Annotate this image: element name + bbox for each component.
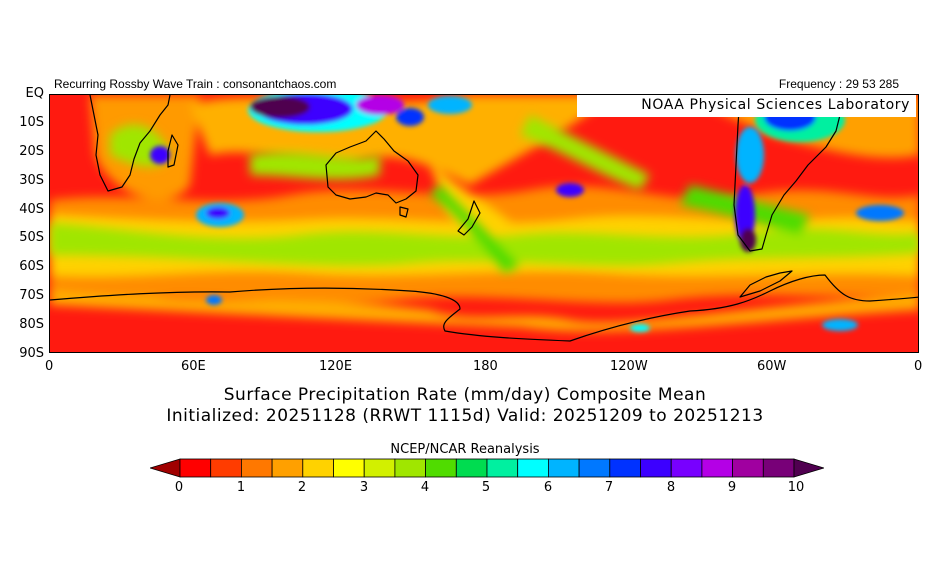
colorbar-label-3: 3 [359,480,369,495]
lat-tick-20s: 20S [19,144,44,159]
lat-tick-10s: 10S [19,115,44,130]
australia-coast [325,130,419,204]
south-america-coast [733,95,843,252]
colorbar-label-0: 0 [174,480,184,495]
colorbar-swatch [578,458,611,478]
lat-tick-30s: 30S [19,173,44,188]
colorbar-swatch [609,458,641,478]
lat-tick-70s: 70S [19,288,44,303]
lat-tick-eq: EQ [25,86,44,101]
africa-coast [89,95,171,192]
antarctic-peninsula-coast [739,270,793,298]
lon-tick-0-right: 0 [914,359,923,374]
madagascar-coast [167,134,179,168]
colorbar-swatch [670,458,703,478]
lon-tick-60e: 60E [181,359,206,374]
lon-tick-0-left: 0 [45,359,54,374]
reanalysis-source: NCEP/NCAR Reanalysis [390,442,540,457]
header-frequency-text: Frequency : 29 53 285 [778,77,899,91]
colorbar-swatch [455,458,488,478]
lon-tick-180: 180 [473,359,498,374]
lon-tick-60w: 60W [757,359,787,374]
colorbar-swatch [732,458,764,478]
map-subtitle: Initialized: 20251128 (RRWT 1115d) Valid… [166,406,764,426]
lon-tick-120w: 120W [610,359,648,374]
colorbar-high-arrow [793,458,824,478]
coastlines [50,95,918,342]
colorbar-swatch [517,458,549,478]
colorbar-label-4: 4 [420,480,430,495]
colorbar-label-1: 1 [236,480,246,495]
colorbar-swatch [547,458,580,478]
colorbar-swatch [425,458,457,478]
colorbar-cells [150,458,824,478]
colorbar-swatch [394,458,426,478]
tasmania-coast [399,206,409,218]
wet-rain-bands [50,115,918,273]
colorbar-swatch [363,458,396,478]
lat-tick-80s: 80S [19,317,44,332]
colorbar-low-arrow [150,458,181,478]
lat-tick-60s: 60S [19,259,44,274]
colorbar-swatch [333,458,365,478]
colorbar [150,458,824,478]
colorbar-swatch [179,458,212,478]
colorbar-label-9: 9 [727,480,737,495]
colorbar-swatch [762,458,795,478]
precipitation-field [50,95,918,352]
lon-tick-120e: 120E [319,359,353,374]
map-title: Surface Precipitation Rate (mm/day) Comp… [223,385,707,405]
lat-tick-50s: 50S [19,230,44,245]
colorbar-swatch [241,458,273,478]
precipitation-map [49,94,919,353]
header-source-text: Recurring Rossby Wave Train : consonantc… [54,77,337,91]
colorbar-label-10: 10 [787,480,805,495]
noaa-credit-label: NOAA Physical Sciences Laboratory [577,95,916,117]
colorbar-label-2: 2 [297,480,307,495]
colorbar-label-8: 8 [666,480,676,495]
colorbar-swatch [271,458,304,478]
colorbar-label-7: 7 [604,480,614,495]
antarctica-coast [50,274,918,342]
colorbar-swatch [302,458,334,478]
colorbar-swatch [701,458,734,478]
colorbar-label-6: 6 [543,480,553,495]
colorbar-swatch [210,458,242,478]
lat-tick-90s: 90S [19,346,44,361]
lat-tick-40s: 40S [19,202,44,217]
colorbar-label-5: 5 [481,480,491,495]
new-zealand-coast [457,200,481,236]
colorbar-swatch [486,458,519,478]
colorbar-swatch [640,458,672,478]
